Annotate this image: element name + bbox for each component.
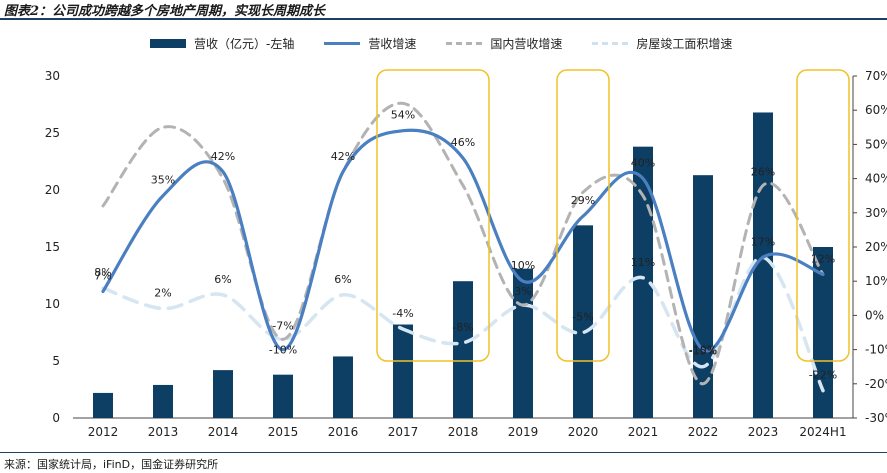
bar-revenue xyxy=(693,175,713,418)
x-axis-tick-label: 2017 xyxy=(388,425,419,439)
legend: 营收（亿元）-左轴 营收增速 国内营收增速 房屋竣工面积增速 xyxy=(150,35,762,52)
legend-item-domestic-growth: 国内营收增速 xyxy=(446,35,562,52)
data-label-completion-growth: 11% xyxy=(631,256,655,269)
right-axis-tick-label: 20% xyxy=(865,240,887,254)
legend-item-completion-growth: 房屋竣工面积增速 xyxy=(592,35,732,52)
bar-revenue xyxy=(153,384,173,418)
highlight-box xyxy=(556,69,610,362)
source-rule xyxy=(0,452,887,453)
left-axis-tick-label: 0 xyxy=(52,411,60,425)
bar-revenue xyxy=(573,225,593,418)
x-axis-tick-label: 2015 xyxy=(268,425,299,439)
left-axis-tick-label: 5 xyxy=(52,354,60,368)
x-axis-tick-label: 2022 xyxy=(688,425,719,439)
x-axis-tick-label: 2016 xyxy=(328,425,359,439)
highlight-box xyxy=(796,69,850,362)
right-axis-tick-label: 60% xyxy=(865,103,887,117)
left-axis-tick-label: 20 xyxy=(45,183,60,197)
x-axis-tick-label: 2019 xyxy=(508,425,539,439)
source-note: 来源：国家统计局，iFinD，国金证券研究所 xyxy=(4,458,219,471)
legend-swatch-line xyxy=(324,42,361,45)
data-label-revenue-growth: 40% xyxy=(631,157,655,170)
legend-label-revenue: 营收（亿元）-左轴 xyxy=(194,37,295,51)
data-label-revenue-growth: 10% xyxy=(511,259,535,272)
line-revenue-growth xyxy=(101,128,825,353)
x-axis-tick-label: 2013 xyxy=(148,425,179,439)
left-axis-tick-label: 15 xyxy=(45,240,60,254)
right-axis-tick-label: 40% xyxy=(865,172,887,186)
bar-revenue xyxy=(753,112,773,418)
data-label-domestic-growth: -7% xyxy=(272,319,293,332)
bar-revenue xyxy=(333,356,353,418)
x-axis-tick-label: 2020 xyxy=(568,425,599,439)
left-axis-tick-label: 25 xyxy=(45,126,60,140)
right-axis-tick-label: 30% xyxy=(865,206,887,220)
data-label-completion-growth: -8% xyxy=(452,321,473,334)
legend-swatch-bar xyxy=(150,39,186,48)
x-axis-tick-label: 2014 xyxy=(208,425,239,439)
x-axis-tick-label: 2021 xyxy=(628,425,659,439)
data-label-revenue-growth: 29% xyxy=(571,194,595,207)
bar-revenue xyxy=(813,247,833,418)
legend-item-revenue: 营收（亿元）-左轴 xyxy=(150,35,294,52)
x-axis-tick-label: 2024H1 xyxy=(799,425,846,439)
line-domestic-growth xyxy=(101,101,825,386)
legend-label-completion-growth: 房屋竣工面积增速 xyxy=(636,37,733,51)
legend-swatch-dash-grey xyxy=(446,42,483,45)
legend-label-domestic-growth: 国内营收增速 xyxy=(490,37,563,51)
x-axis-tick-label: 2018 xyxy=(448,425,479,439)
bar-revenue xyxy=(393,324,413,418)
data-label-revenue-growth: -10% xyxy=(269,344,297,357)
data-label-revenue-growth: 46% xyxy=(451,136,475,149)
data-label-completion-growth: -22% xyxy=(809,369,837,382)
bar-revenue xyxy=(633,146,653,418)
data-label-completion-growth: -15% xyxy=(689,345,717,358)
data-label-completion-growth: -4% xyxy=(392,307,413,320)
left-axis-tick-label: 30 xyxy=(45,69,60,83)
right-axis-tick-label: 10% xyxy=(865,274,887,288)
data-label-revenue-growth: 7% xyxy=(94,269,111,282)
x-axis-tick-label: 2023 xyxy=(748,425,779,439)
data-label-revenue-growth: 42% xyxy=(211,150,235,163)
right-axis-tick-label: 70% xyxy=(865,69,887,83)
right-axis-tick-label: -20% xyxy=(865,377,887,391)
bar-revenue xyxy=(93,392,113,418)
right-axis-tick-label: 50% xyxy=(865,137,887,151)
data-label-completion-growth: 8% xyxy=(94,266,111,279)
data-label-revenue-growth: 12% xyxy=(811,252,835,265)
title-rule xyxy=(0,18,887,20)
legend-item-revenue-growth: 营收增速 xyxy=(324,35,416,52)
data-label-revenue-growth: 17% xyxy=(751,235,775,248)
legend-swatch-dash-light xyxy=(592,42,629,45)
left-axis-tick-label: 10 xyxy=(45,297,60,311)
bar-revenue xyxy=(273,374,293,418)
figure-title: 图表2：公司成功跨越多个房地产周期，实现长周期成长 xyxy=(4,4,326,19)
data-label-revenue-growth: 54% xyxy=(391,109,415,122)
x-axis-tick-label: 2012 xyxy=(88,425,119,439)
legend-label-revenue-growth: 营收增速 xyxy=(368,37,417,51)
bar-revenue xyxy=(213,370,233,418)
right-axis-tick-label: -30% xyxy=(865,411,887,425)
right-axis-tick-label: 0% xyxy=(865,308,884,322)
data-label-revenue-growth: -10% xyxy=(689,344,717,357)
data-label-domestic-growth: 3% xyxy=(514,285,531,298)
bar-revenue xyxy=(453,281,473,418)
data-label-revenue-growth: 42% xyxy=(331,150,355,163)
data-label-revenue-growth: 35% xyxy=(151,174,175,187)
data-label-completion-growth: -5% xyxy=(572,311,593,324)
right-axis-tick-label: -10% xyxy=(865,343,887,357)
data-label-completion-growth: 6% xyxy=(334,273,351,286)
data-label-completion-growth: 6% xyxy=(214,273,231,286)
data-label-domestic-growth: 26% xyxy=(751,165,775,178)
highlight-box xyxy=(376,69,490,362)
data-label-completion-growth: 2% xyxy=(154,287,171,300)
